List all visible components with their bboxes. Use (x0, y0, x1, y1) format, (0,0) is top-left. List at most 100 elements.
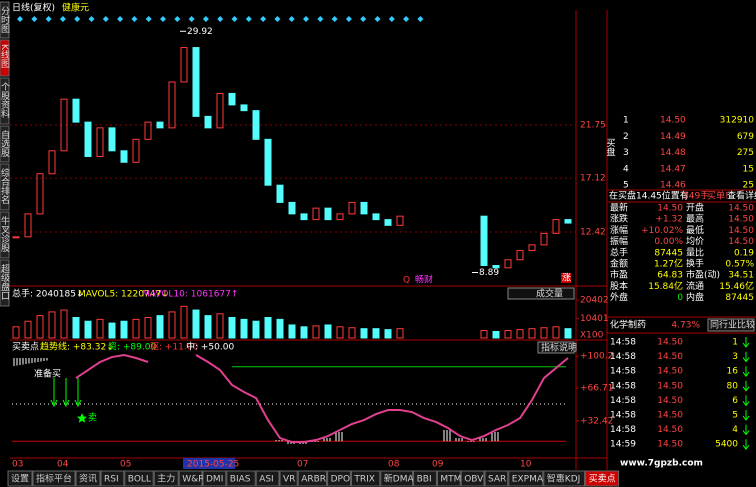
side-tab-label[interactable]: 牛叉诊股 (0, 215, 10, 253)
bottom-tab-label[interactable]: 智惠KDJ (547, 473, 581, 485)
bottom-tab[interactable] (543, 470, 586, 487)
bottom-tab-label[interactable]: 设置 (11, 474, 29, 485)
stat-value: 0 (677, 293, 683, 303)
volume-bar (372, 328, 380, 339)
bottom-tab-label[interactable]: TRIX (353, 475, 375, 485)
volume-button-label[interactable]: 成交量 (536, 288, 563, 300)
stat-value: 15.84亿 (648, 280, 683, 292)
side-tab-label[interactable]: 综合排名 (0, 167, 10, 205)
bottom-tab[interactable] (124, 470, 154, 487)
x-tick-label: 04 (57, 460, 69, 470)
order-level: 4 (623, 164, 629, 174)
bottom-tab[interactable] (460, 470, 485, 487)
side-tab[interactable] (0, 1, 10, 39)
side-tab[interactable] (0, 163, 10, 211)
candle (348, 201, 356, 215)
side-tab-label[interactable]: 个股资料 (0, 82, 10, 119)
bottom-tab[interactable] (100, 470, 125, 487)
volume-unit: X100 (580, 331, 604, 341)
bottom-tab[interactable] (380, 470, 414, 487)
event-marker (317, 16, 324, 22)
industry-button-label[interactable]: 同行业比较 (710, 319, 755, 331)
bottom-tab[interactable] (436, 470, 461, 487)
bottom-tab-label[interactable]: ASI (259, 475, 274, 485)
volume-bar (336, 326, 344, 339)
trade-time: 14:58 (610, 425, 636, 435)
bottom-tab[interactable] (508, 470, 544, 487)
indicator-button-label[interactable]: 指标说明 (541, 342, 577, 354)
trade-arrow (742, 410, 750, 421)
bottom-tab-label[interactable]: 主力 (157, 473, 175, 485)
side-tab-label[interactable]: 分时图 (0, 6, 10, 34)
side-tab-label[interactable]: 超级盘口 (0, 263, 10, 300)
stat-value: 14.50 (728, 215, 754, 225)
bottom-tab[interactable] (327, 470, 351, 487)
stock-name: 健康元 (62, 2, 89, 14)
side-tab[interactable] (0, 211, 10, 259)
side-tab[interactable] (0, 39, 10, 77)
stat-label: 涨幅 (610, 224, 628, 236)
stat-label: 最新 (610, 202, 628, 214)
bottom-tab-label[interactable]: BOLL (128, 475, 151, 485)
bottom-tab-label[interactable]: BIAS (230, 475, 251, 485)
bottom-tab-label[interactable]: DPO (331, 475, 350, 485)
event-marker (102, 16, 109, 22)
bottom-tab[interactable] (413, 470, 437, 487)
bottom-tab-label[interactable]: SAR (488, 475, 506, 485)
side-tab-label[interactable]: K线图 (0, 44, 10, 69)
industry-button[interactable] (707, 318, 755, 332)
bottom-tab[interactable] (226, 470, 256, 487)
event-marker (59, 16, 66, 22)
bottom-tab-label[interactable]: 新DMA (384, 473, 415, 485)
side-tab[interactable] (0, 77, 10, 125)
bottom-tab-label[interactable]: 指标平台 (36, 473, 72, 485)
bottom-tab[interactable] (255, 470, 280, 487)
x-tick-label: 09 (432, 460, 444, 470)
bottom-tab-label[interactable]: W&R (182, 475, 204, 485)
bottom-tab-label[interactable]: 资讯 (79, 474, 97, 485)
side-tab[interactable] (0, 125, 10, 163)
volume-bar (384, 329, 392, 339)
side-tab-label[interactable]: 自选股 (0, 129, 10, 158)
bottom-tab[interactable] (585, 470, 620, 487)
sell-arrow (50, 378, 58, 408)
bottom-tab[interactable] (7, 470, 33, 487)
side-tab[interactable] (0, 259, 10, 307)
bottom-tab[interactable] (279, 470, 298, 487)
x-tick-label: 05 (120, 460, 131, 470)
bottom-tab[interactable] (75, 470, 101, 487)
bottom-tab-label[interactable]: OBV (464, 475, 484, 485)
bottom-tab-label[interactable]: BBI (417, 475, 432, 485)
volume-bar (84, 320, 92, 339)
bottom-tab-label[interactable]: MTM (440, 475, 461, 485)
volume-bar (204, 315, 212, 339)
bottom-tab[interactable] (297, 470, 328, 487)
bottom-tab[interactable] (202, 470, 227, 487)
candle (552, 219, 560, 234)
bottom-tab-label[interactable]: 买卖点 (589, 474, 616, 485)
bottom-tab-label[interactable]: RSI (104, 475, 119, 485)
bottom-tab[interactable] (153, 470, 179, 487)
candle (264, 138, 272, 186)
order-level: 1 (623, 116, 629, 126)
candle (168, 81, 176, 129)
bottom-tab-label[interactable]: VR (283, 475, 295, 485)
bottom-tab-label[interactable]: DMI (206, 475, 223, 485)
bottom-tab-label[interactable]: EXPMA (512, 475, 544, 485)
order-price: 14.49 (660, 132, 686, 142)
bottom-tab-label[interactable]: ARBR (301, 475, 326, 485)
volume-bar (192, 309, 200, 339)
order-volume: 275 (737, 148, 754, 158)
bottom-tab[interactable] (350, 470, 381, 487)
event-marker (45, 16, 52, 22)
stat-label: 涨跌 (610, 214, 628, 225)
volume-bar (480, 330, 488, 339)
bottom-tab[interactable] (484, 470, 509, 487)
volume-button[interactable] (507, 287, 575, 300)
notice-link[interactable]: 查看详细 (727, 190, 756, 202)
trade-price: 14.50 (657, 352, 683, 362)
bottom-tab[interactable] (178, 470, 203, 487)
indicator-button[interactable] (537, 341, 575, 354)
industry-change: 4.73% (671, 321, 700, 331)
bottom-tab[interactable] (32, 470, 76, 487)
